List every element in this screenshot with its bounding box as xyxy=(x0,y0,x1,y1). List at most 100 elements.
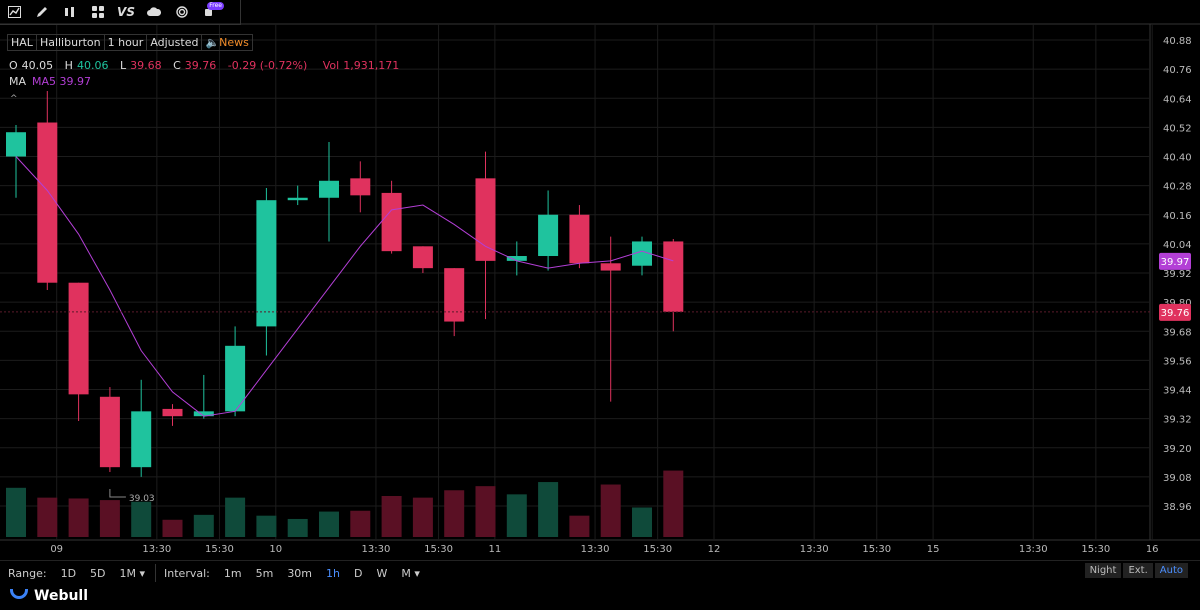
candle-body xyxy=(287,197,308,201)
interval-d[interactable]: D xyxy=(354,566,363,580)
target-icon[interactable] xyxy=(168,0,196,24)
volume-bar xyxy=(444,490,465,537)
candle-body xyxy=(412,246,433,269)
volume-bar xyxy=(68,498,89,537)
candle-body xyxy=(37,122,58,283)
volume-bar xyxy=(6,487,26,537)
last-price-tag xyxy=(1159,303,1191,321)
candle-body xyxy=(68,282,89,395)
y-tick-label: 40.16 xyxy=(1163,211,1192,222)
chart-type-icon[interactable] xyxy=(0,0,28,24)
divider xyxy=(155,564,157,582)
ma5-line xyxy=(15,156,674,417)
x-tick-label: 13:30 xyxy=(142,544,171,555)
range-1d[interactable]: 1D xyxy=(60,566,77,580)
range-label: Range: xyxy=(8,566,47,580)
low-marker-label: 39.03 xyxy=(129,494,155,504)
draw-icon[interactable] xyxy=(28,0,56,24)
candle-body xyxy=(256,200,277,327)
candle-body xyxy=(6,132,26,157)
candle-body xyxy=(381,192,402,252)
compare-icon[interactable]: VS xyxy=(117,5,135,19)
symbol-chip[interactable]: HAL xyxy=(7,34,37,51)
candle-body xyxy=(319,180,339,198)
y-tick-label: 39.56 xyxy=(1163,356,1192,367)
y-tick-label: 40.88 xyxy=(1163,36,1192,47)
y-tick-label: 39.80 xyxy=(1163,298,1192,309)
volume-bar xyxy=(538,482,559,537)
volume-bar xyxy=(193,514,214,537)
collapse-caret-icon[interactable]: ^ xyxy=(10,94,18,104)
candle-body xyxy=(193,411,214,417)
x-tick-label: 15:30 xyxy=(1081,544,1110,555)
change-value: -0.29 (-0.72%) xyxy=(227,59,308,72)
layout-icon[interactable] xyxy=(84,0,112,24)
x-tick-label: 15:30 xyxy=(862,544,891,555)
interval-30m[interactable]: 30m xyxy=(287,566,313,580)
ma-label: MA xyxy=(9,75,27,88)
cloud-icon[interactable] xyxy=(140,0,168,24)
x-tick-label: 13:30 xyxy=(800,544,829,555)
x-tick-label: 13:30 xyxy=(1019,544,1048,555)
candle-body xyxy=(632,241,652,266)
y-tick-label: 39.68 xyxy=(1163,327,1192,338)
ai-icon[interactable]: Free xyxy=(196,0,224,24)
bottom-controls: Range: 1D 5D 1M ▾ Interval: 1m 5m 30m 1h… xyxy=(0,560,1200,585)
x-tick-label: 12 xyxy=(708,544,721,555)
volume-bar xyxy=(475,486,496,537)
volume-bar xyxy=(506,494,527,537)
interval-5m[interactable]: 5m xyxy=(255,566,274,580)
low-marker-line xyxy=(109,489,126,498)
volume-bar xyxy=(663,470,684,537)
brand-footer: Webull xyxy=(10,588,88,604)
indicators-icon[interactable] xyxy=(56,0,84,24)
range-1m-dropdown[interactable]: 1M ▾ xyxy=(119,566,146,580)
interval-label: Interval: xyxy=(164,566,210,580)
ma-price-tag-text: 39.97 xyxy=(1161,257,1190,268)
candle-body xyxy=(475,178,496,261)
volume-bar xyxy=(256,515,277,537)
x-tick-label: 09 xyxy=(50,544,63,555)
candle-body xyxy=(569,214,590,264)
night-toggle[interactable]: Night xyxy=(1084,563,1122,578)
candle-body xyxy=(538,214,559,257)
company-name-chip[interactable]: Halliburton xyxy=(35,34,105,51)
extended-toggle[interactable]: Ext. xyxy=(1123,563,1153,578)
ohlc-readout: O 40.05 H 40.06 L 39.68 C 39.76 -0.29 (-0.72… xyxy=(9,59,403,72)
candle-body xyxy=(350,178,371,196)
candle-body xyxy=(600,263,621,271)
interval-1m[interactable]: 1m xyxy=(223,566,242,580)
news-label: News xyxy=(219,36,249,49)
y-tick-label: 39.92 xyxy=(1163,269,1192,280)
volume-bar xyxy=(600,484,621,537)
candle-body xyxy=(131,411,152,468)
news-chip[interactable]: 🔈News xyxy=(201,34,253,51)
y-tick-label: 39.08 xyxy=(1163,473,1192,484)
webull-logo-icon xyxy=(10,589,28,599)
interval-chip[interactable]: 1 hour xyxy=(103,34,148,51)
chart-toolbar: VS Free xyxy=(0,0,241,25)
y-tick-label: 40.28 xyxy=(1163,182,1192,193)
candle-body xyxy=(162,408,183,417)
volume-label: Vol xyxy=(322,59,340,72)
brand-name: Webull xyxy=(34,588,89,604)
x-tick-label: 11 xyxy=(489,544,502,555)
y-tick-label: 40.64 xyxy=(1163,94,1192,105)
interval-m-dropdown[interactable]: M ▾ xyxy=(401,566,420,580)
volume-bar xyxy=(225,497,246,537)
auto-toggle[interactable]: Auto xyxy=(1154,563,1188,578)
volume-bar xyxy=(381,496,402,537)
interval-w[interactable]: W xyxy=(376,566,388,580)
speaker-icon: 🔈 xyxy=(205,36,220,49)
x-tick-label: 15:30 xyxy=(643,544,672,555)
ma-legend[interactable]: MA MA5 39.97 xyxy=(9,75,91,88)
volume-bar xyxy=(569,515,590,537)
x-tick-label: 15:30 xyxy=(424,544,453,555)
ma-price-tag xyxy=(1159,252,1191,270)
interval-1h[interactable]: 1h xyxy=(326,566,341,580)
price-chart[interactable]: 40.88 40.76 40.64 40.52 40.40 40.28 40.16 40.04… xyxy=(0,0,1200,560)
range-5d[interactable]: 5D xyxy=(90,566,106,580)
adjusted-chip[interactable]: Adjusted xyxy=(146,34,203,51)
high-label: H xyxy=(64,59,73,72)
ma5-value: MA5 39.97 xyxy=(32,75,92,88)
